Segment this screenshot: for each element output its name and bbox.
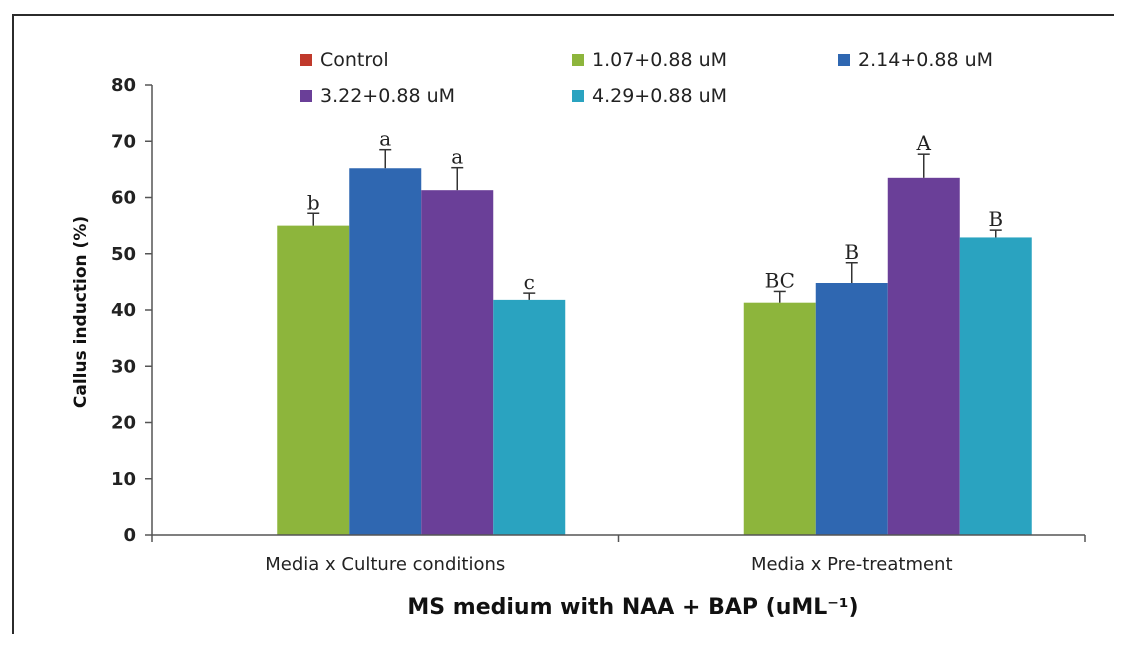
y-axis: 0 10 20 30 40 50 60 70 80 xyxy=(111,75,153,546)
legend-swatch xyxy=(838,54,850,66)
y-tick-label: 30 xyxy=(111,356,136,377)
y-tick-label: 70 xyxy=(111,131,136,152)
y-tick-label: 0 xyxy=(123,525,136,546)
significance-label: a xyxy=(379,127,391,151)
legend-entry-label: 1.07+0.88 uM xyxy=(592,49,727,71)
bar xyxy=(349,168,422,535)
legend-entry-label: 3.22+0.88 uM xyxy=(320,85,455,107)
y-axis-title: Callus induction (%) xyxy=(71,216,91,408)
significance-label: a xyxy=(451,145,463,169)
y-tick-label: 50 xyxy=(111,244,136,265)
significance-label: A xyxy=(916,131,932,155)
legend: Control 1.07+0.88 uM 2.14+0.88 uM 3.22+0.88… xyxy=(300,49,993,107)
bar xyxy=(887,177,960,535)
x-axis-title: MS medium with NAA + BAP (uML⁻¹) xyxy=(407,595,858,620)
significance-label: b xyxy=(307,190,320,214)
significance-label: BC xyxy=(765,268,795,292)
chart-frame xyxy=(12,14,1114,634)
x-category-label: Media x Pre-treatment xyxy=(751,554,953,575)
legend-swatch xyxy=(572,90,584,102)
x-axis: Media x Culture conditions Media x Pre-tr… xyxy=(151,534,1086,575)
x-category-label: Media x Culture conditions xyxy=(265,554,505,575)
significance-label: B xyxy=(988,207,1003,231)
bar xyxy=(959,237,1032,535)
y-tick-label: 10 xyxy=(111,469,136,490)
y-tick-label: 80 xyxy=(111,75,136,96)
legend-swatch xyxy=(300,90,312,102)
legend-entry-label: Control xyxy=(320,49,389,71)
y-tick-label: 20 xyxy=(111,413,136,434)
legend-swatch xyxy=(572,54,584,66)
bar xyxy=(493,299,566,535)
bar xyxy=(743,302,816,535)
bar xyxy=(277,225,350,535)
bar xyxy=(421,190,494,535)
significance-label: B xyxy=(844,240,859,264)
significance-label: c xyxy=(524,270,535,294)
bars: b a a c BC B A B xyxy=(277,127,1032,535)
legend-entry-label: 4.29+0.88 uM xyxy=(592,85,727,107)
bar xyxy=(815,283,888,535)
legend-entry-label: 2.14+0.88 uM xyxy=(858,49,993,71)
y-tick-label: 60 xyxy=(111,188,136,209)
legend-swatch xyxy=(300,54,312,66)
y-tick-label: 40 xyxy=(111,300,136,321)
